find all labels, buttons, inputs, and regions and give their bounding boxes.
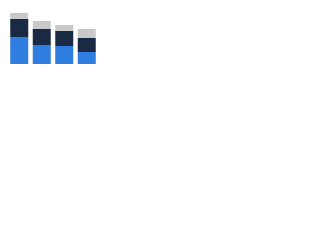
bar-segment — [55, 31, 74, 46]
bar-segment — [10, 19, 29, 37]
bar-segment — [10, 37, 29, 64]
page-body: {"chart_data": {"type": "stacked-bar", "… — [0, 0, 100, 71]
bar-segment — [32, 45, 51, 64]
bar-segment — [55, 25, 74, 31]
bar-segment — [77, 52, 96, 64]
bar-segment — [10, 13, 29, 19]
bar-segment — [32, 21, 51, 29]
bar-segment — [55, 46, 74, 64]
bar-segment — [77, 29, 96, 38]
bar-segment — [77, 38, 96, 52]
bar-segment — [32, 29, 51, 45]
chart — [10, 13, 96, 64]
page: html, body { margin: 0; padding: 0; back… — [0, 0, 320, 71]
